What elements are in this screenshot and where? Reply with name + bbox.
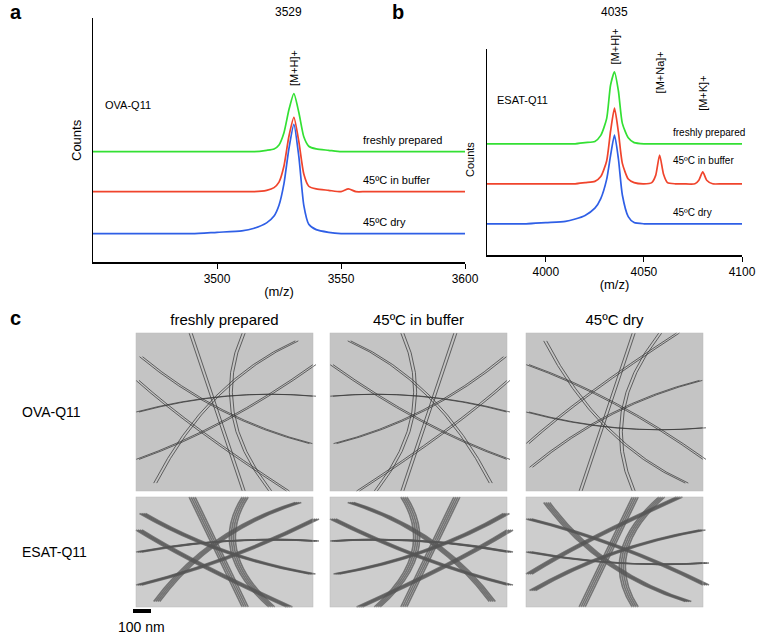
svg-text:3529: 3529 [275, 5, 302, 19]
svg-text:ESAT-Q11: ESAT-Q11 [497, 94, 548, 106]
svg-text:freshly prepared: freshly prepared [673, 127, 745, 138]
svg-text:4050: 4050 [631, 265, 658, 279]
svg-text:Counts: Counts [69, 119, 84, 161]
svg-text:b: b [392, 1, 404, 23]
svg-text:3550: 3550 [328, 272, 355, 286]
svg-text:3600: 3600 [452, 272, 479, 286]
svg-text:[M+H]+: [M+H]+ [609, 28, 621, 64]
svg-text:freshly prepared: freshly prepared [170, 311, 278, 328]
svg-text:freshly prepared: freshly prepared [363, 134, 443, 146]
svg-text:OVA-Q11: OVA-Q11 [22, 404, 81, 420]
svg-text:45ºC dry: 45ºC dry [363, 216, 406, 228]
svg-text:(m/z): (m/z) [600, 277, 630, 292]
svg-text:45ºC in buffer: 45ºC in buffer [363, 174, 430, 186]
svg-text:Counts: Counts [464, 142, 476, 177]
svg-text:45ºC in buffer: 45ºC in buffer [673, 155, 734, 166]
svg-text:[M+Na]+: [M+Na]+ [654, 51, 666, 93]
svg-text:4035: 4035 [601, 5, 628, 19]
svg-text:(m/z): (m/z) [264, 284, 294, 299]
svg-text:OVA-Q11: OVA-Q11 [105, 99, 151, 111]
svg-text:3500: 3500 [204, 272, 231, 286]
svg-text:45ºC dry: 45ºC dry [673, 207, 712, 218]
svg-text:a: a [10, 1, 22, 23]
svg-text:[M+K]+: [M+K]+ [697, 75, 709, 110]
svg-text:4000: 4000 [532, 265, 559, 279]
svg-text:c: c [10, 307, 21, 329]
svg-text:4100: 4100 [729, 265, 756, 279]
svg-text:ESAT-Q11: ESAT-Q11 [22, 544, 87, 560]
svg-text:[M+H]+: [M+H]+ [288, 50, 300, 86]
svg-text:45ºC dry: 45ºC dry [585, 311, 644, 328]
svg-text:100 nm: 100 nm [118, 619, 165, 635]
svg-text:45ºC in buffer: 45ºC in buffer [373, 311, 464, 328]
